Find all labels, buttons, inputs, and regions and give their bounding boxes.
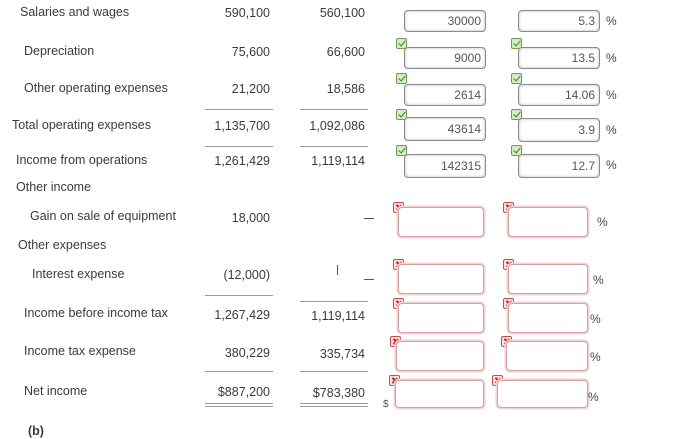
y2-tax: 335,734 (319, 347, 365, 361)
underline-y1 (205, 295, 273, 296)
section-label-other-income: Other income (16, 180, 92, 194)
percent-input-net-income[interactable] (497, 380, 588, 408)
underline-y1 (205, 146, 273, 147)
correct-check-icon (396, 38, 407, 49)
percent-sign: % (606, 88, 617, 102)
double-underline-y1 (205, 406, 273, 407)
row-label-salaries: Salaries and wages (20, 5, 130, 19)
section-label-other-expenses: Other expenses (18, 238, 107, 252)
row-label-income-before-tax: Income before income tax (24, 306, 168, 320)
double-underline-y2 (300, 403, 368, 404)
row-label-depreciation: Depreciation (24, 44, 95, 58)
y2-other-opex: 18,586 (326, 82, 365, 96)
correct-check-icon (511, 73, 522, 84)
row-label-net-income: Net income (24, 384, 88, 398)
percent-input-income-ops[interactable] (518, 154, 600, 178)
y2-blank-dash (364, 218, 374, 219)
amount-input-income-before-tax[interactable] (398, 303, 484, 333)
percent-sign: % (590, 312, 601, 326)
correct-check-icon (511, 109, 522, 120)
row-label-gain-sale: Gain on sale of equipment (30, 209, 176, 223)
y2-blank-dash (364, 279, 374, 280)
correct-check-icon (511, 38, 522, 49)
percent-sign: % (606, 123, 617, 137)
percent-input-income-before-tax[interactable] (508, 303, 588, 333)
amount-input-total-opex[interactable] (404, 117, 486, 141)
underline-y1 (205, 109, 273, 110)
underline-y2 (300, 301, 368, 302)
y1-net-income: $887,200 (217, 385, 270, 399)
row-label-total-opex: Total operating expenses (12, 118, 151, 132)
correct-check-icon (511, 145, 522, 156)
percent-input-tax[interactable] (506, 341, 588, 371)
row-label-tax: Income tax expense (24, 344, 136, 358)
amount-input-other-opex[interactable] (404, 84, 486, 106)
dollar-sign: $ (383, 399, 389, 410)
y1-depreciation: 75,600 (231, 45, 270, 59)
amount-input-depreciation[interactable] (404, 47, 486, 69)
amount-input-net-income[interactable] (395, 380, 484, 408)
percent-sign: % (588, 390, 599, 404)
y2-blank-tick (337, 265, 338, 275)
y2-income-before-tax: 1,119,114 (311, 309, 365, 323)
percent-sign: % (597, 215, 608, 229)
correct-check-icon (396, 73, 407, 84)
underline-y2 (300, 146, 368, 147)
percent-input-other-opex[interactable] (518, 84, 600, 106)
y1-gain-sale: 18,000 (231, 211, 270, 225)
amount-input-income-ops[interactable] (404, 154, 486, 178)
percent-input-depreciation[interactable] (518, 47, 600, 69)
percent-input-total-opex[interactable] (518, 118, 600, 142)
y1-total-opex: 1,135,700 (214, 119, 270, 133)
correct-check-icon (396, 109, 407, 120)
y1-other-opex: 21,200 (231, 82, 270, 96)
y2-net-income: $783,380 (312, 386, 365, 400)
amount-input-gain-sale[interactable] (398, 207, 484, 237)
percent-input-gain-sale[interactable] (508, 207, 588, 237)
double-underline-y2 (300, 406, 368, 407)
y1-income-ops: 1,261,429 (214, 154, 270, 168)
correct-check-icon (396, 145, 407, 156)
percent-sign: % (606, 51, 617, 65)
y1-interest: (12,000) (223, 268, 270, 282)
amount-input-interest[interactable] (398, 264, 484, 294)
underline-y1 (205, 371, 273, 372)
row-label-other-opex: Other operating expenses (24, 81, 168, 95)
amount-input-tax[interactable] (396, 341, 484, 371)
percent-input-salaries[interactable] (518, 10, 600, 32)
percent-sign: % (593, 273, 604, 287)
row-label-interest: Interest expense (32, 267, 125, 281)
percent-sign: % (590, 350, 601, 364)
double-underline-y1 (205, 403, 273, 404)
percent-sign: % (606, 14, 617, 28)
amount-input-salaries[interactable] (404, 10, 486, 32)
y1-income-before-tax: 1,267,429 (214, 308, 270, 322)
percent-input-interest[interactable] (508, 264, 588, 294)
y1-salaries: 590,100 (224, 6, 270, 20)
y2-salaries: 560,100 (319, 6, 365, 20)
underline-y2 (300, 371, 368, 372)
y2-total-opex: 1,092,086 (309, 119, 365, 133)
y2-income-ops: 1,119,114 (311, 154, 365, 168)
row-label-income-ops: Income from operations (16, 153, 148, 167)
percent-sign: % (606, 158, 617, 172)
y1-tax: 380,229 (224, 346, 270, 360)
underline-y2 (300, 109, 368, 110)
y2-depreciation: 66,600 (326, 45, 365, 59)
part-b-label: (b) (28, 424, 44, 438)
